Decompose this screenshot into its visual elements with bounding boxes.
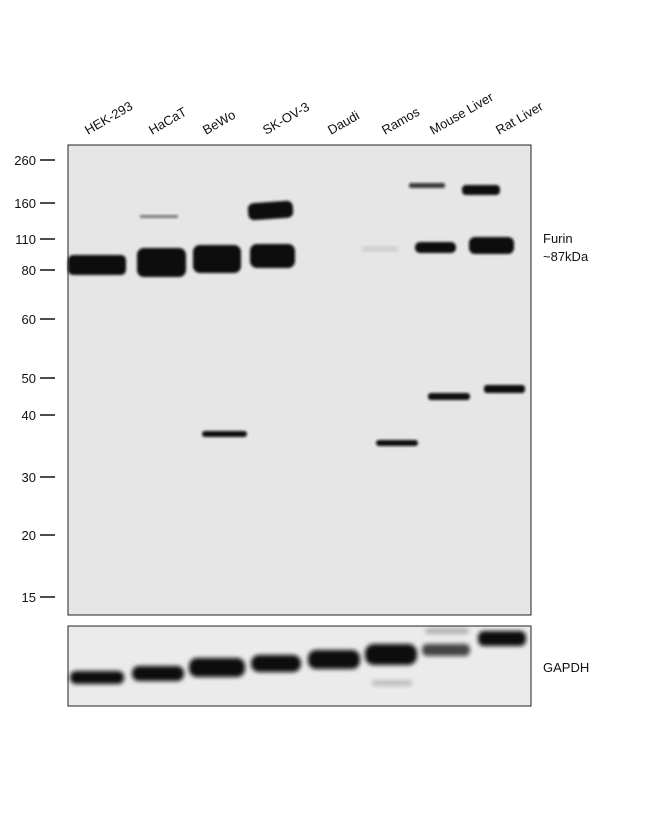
band bbox=[140, 215, 178, 218]
band bbox=[137, 248, 186, 277]
band bbox=[362, 247, 398, 251]
lane-labels: HEK-293 HaCaT BeWo SK-OV-3 Daudi Ramos Mouse L… bbox=[82, 89, 546, 138]
lane-label: SK-OV-3 bbox=[260, 99, 312, 138]
band bbox=[409, 183, 445, 188]
band bbox=[376, 440, 418, 446]
band bbox=[202, 431, 247, 437]
band bbox=[193, 245, 241, 273]
lane-label: Ramos bbox=[379, 104, 423, 138]
band bbox=[132, 666, 184, 681]
loading-control-label: GAPDH bbox=[543, 660, 589, 675]
band bbox=[68, 255, 126, 275]
bands bbox=[68, 183, 525, 446]
band bbox=[422, 644, 470, 656]
band bbox=[189, 658, 245, 677]
band bbox=[484, 385, 525, 393]
band bbox=[415, 242, 456, 253]
band bbox=[428, 393, 470, 400]
target-name: Furin bbox=[543, 231, 573, 246]
target-size: ~87kDa bbox=[543, 249, 589, 264]
band bbox=[365, 644, 417, 665]
band bbox=[247, 200, 294, 221]
marker-label: 50 bbox=[22, 371, 36, 386]
band bbox=[251, 655, 301, 672]
marker-label: 80 bbox=[22, 263, 36, 278]
marker-label: 30 bbox=[22, 470, 36, 485]
main-blot bbox=[67, 144, 532, 616]
lane-label: Daudi bbox=[325, 108, 362, 138]
lane-label: HEK-293 bbox=[82, 98, 135, 137]
marker-label: 15 bbox=[22, 590, 36, 605]
lane-label: BeWo bbox=[200, 107, 238, 138]
marker-label: 110 bbox=[15, 232, 36, 247]
marker-label: 260 bbox=[14, 153, 36, 168]
band bbox=[70, 671, 124, 684]
marker-label: 60 bbox=[22, 312, 36, 327]
band bbox=[469, 237, 514, 254]
band bbox=[372, 680, 412, 686]
band bbox=[250, 244, 295, 268]
band bbox=[462, 185, 500, 195]
marker-label: 160 bbox=[14, 196, 36, 211]
lane-label: Mouse Liver bbox=[427, 89, 496, 138]
marker-label: 40 bbox=[22, 408, 36, 423]
band bbox=[425, 628, 469, 634]
band bbox=[478, 631, 526, 646]
marker-ladder: 260 160 110 80 60 50 40 30 20 15 bbox=[14, 153, 55, 605]
gapdh-bands bbox=[70, 628, 526, 686]
lane-label: HaCaT bbox=[146, 104, 189, 138]
marker-label: 20 bbox=[22, 528, 36, 543]
lane-label: Rat Liver bbox=[493, 98, 546, 137]
band bbox=[308, 650, 360, 669]
